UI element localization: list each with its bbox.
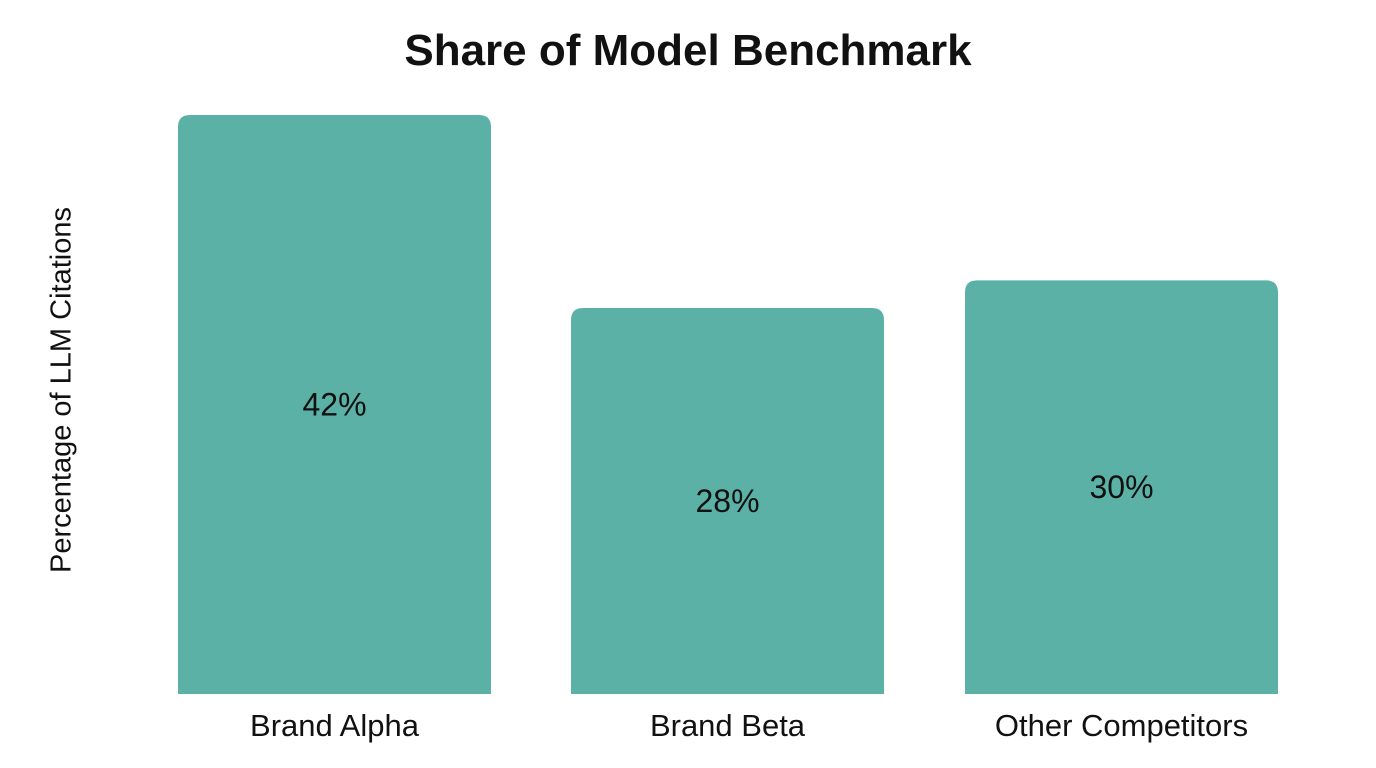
- x-tick-label: Brand Beta: [650, 708, 806, 743]
- data-label: 42%: [302, 387, 366, 423]
- data-label: 30%: [1089, 469, 1153, 505]
- x-tick-label: Other Competitors: [995, 708, 1248, 743]
- chart-title: Share of Model Benchmark: [404, 26, 972, 75]
- x-tick-label: Brand Alpha: [250, 708, 420, 743]
- bar-other-competitors: [965, 280, 1278, 694]
- bar-brand-alpha: [178, 115, 491, 694]
- data-label: 28%: [695, 483, 759, 519]
- bar-brand-beta: [571, 308, 884, 694]
